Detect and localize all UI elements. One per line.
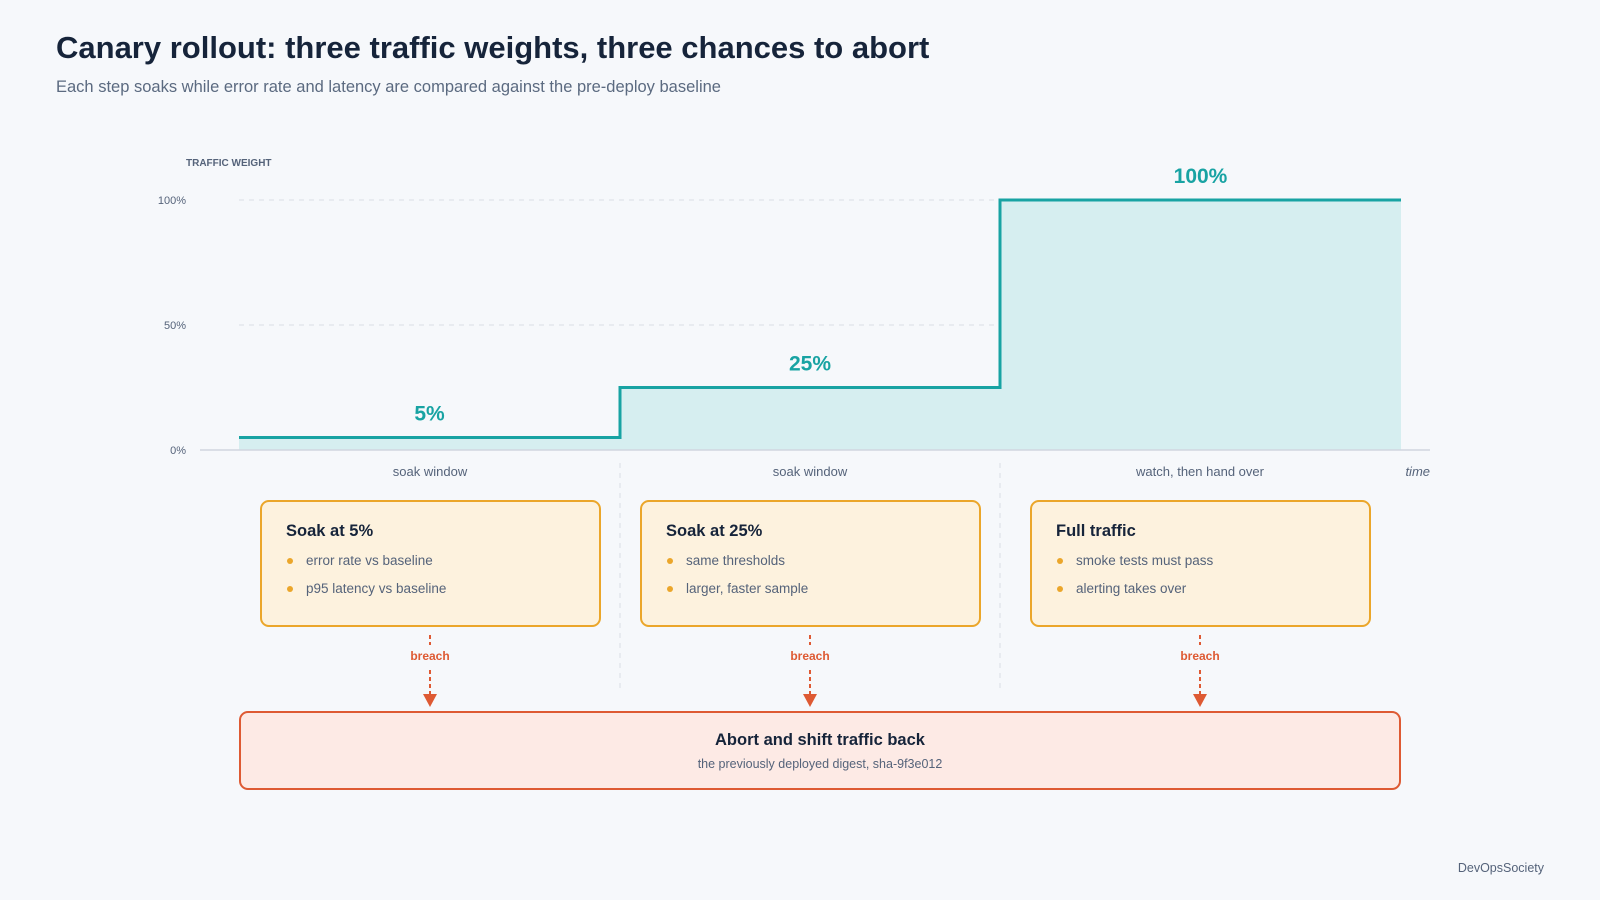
card-item-text: same thresholds: [686, 553, 786, 568]
phase-label-2: soak window: [773, 464, 848, 479]
bullet-dot-icon: [287, 586, 293, 592]
y-tick-label-100: 100%: [158, 195, 186, 207]
card-item: same thresholds: [666, 553, 955, 569]
card-title: Soak at 25%: [666, 522, 763, 540]
y-tick-label-0: 0%: [170, 445, 186, 457]
abort-box: Abort and shift traffic back the previou…: [239, 711, 1401, 790]
page-title: Canary rollout: three traffic weights, t…: [56, 30, 930, 65]
card-item: alerting takes over: [1056, 581, 1345, 597]
bullet-dot-icon: [1057, 558, 1063, 564]
x-axis-label: time: [1405, 464, 1430, 479]
card-checklist: same thresholds larger, faster sample: [666, 553, 955, 597]
card-soak-25: Soak at 25% same thresholds larger, fast…: [640, 500, 981, 627]
step-value-label-25: 25%: [789, 353, 831, 376]
abort-title: Abort and shift traffic back: [715, 731, 925, 749]
breach-arrow-1: breach: [410, 635, 450, 707]
card-soak-5: Soak at 5% error rate vs baseline p95 la…: [260, 500, 601, 627]
card-item-text: p95 latency vs baseline: [306, 581, 447, 596]
card-item: p95 latency vs baseline: [286, 581, 575, 597]
card-title: Full traffic: [1056, 522, 1136, 540]
step-value-label-5: 5%: [414, 403, 445, 426]
traffic-step-line: [239, 198, 1401, 439]
bullet-dot-icon: [287, 558, 293, 564]
card-item-text: alerting takes over: [1076, 581, 1187, 596]
phase-label-1: soak window: [393, 464, 468, 479]
card-checklist: error rate vs baseline p95 latency vs ba…: [286, 553, 575, 597]
card-item-text: error rate vs baseline: [306, 553, 433, 568]
breach-label-2: breach: [790, 649, 829, 663]
y-axis-label: TRAFFIC WEIGHT: [186, 158, 272, 169]
card-item-text: smoke tests must pass: [1076, 553, 1214, 568]
card-item: larger, faster sample: [666, 581, 955, 597]
card-item: smoke tests must pass: [1056, 553, 1345, 569]
step-value-label-100: 100%: [1174, 165, 1228, 188]
bullet-dot-icon: [667, 558, 673, 564]
card-title: Soak at 5%: [286, 522, 374, 540]
breach-label-1: breach: [410, 649, 449, 663]
bullet-dot-icon: [667, 586, 673, 592]
traffic-area-fill: [239, 200, 1401, 450]
card-checklist: smoke tests must pass alerting takes ove…: [1056, 553, 1345, 597]
abort-subtitle: the previously deployed digest, sha-9f3e…: [697, 757, 943, 771]
breach-arrow-2: breach: [790, 635, 830, 707]
y-tick-label-50: 50%: [164, 320, 186, 332]
card-item: error rate vs baseline: [286, 553, 575, 569]
phase-label-3: watch, then hand over: [1135, 464, 1265, 479]
brand-wordmark: DevOpsSociety: [1457, 861, 1544, 875]
page-subtitle: Each step soaks while error rate and lat…: [56, 78, 721, 96]
breach-label-3: breach: [1180, 649, 1219, 663]
breach-arrow-3: breach: [1180, 635, 1220, 707]
bullet-dot-icon: [1057, 586, 1063, 592]
card-full-traffic: Full traffic smoke tests must pass alert…: [1030, 500, 1371, 627]
card-item-text: larger, faster sample: [686, 581, 809, 596]
